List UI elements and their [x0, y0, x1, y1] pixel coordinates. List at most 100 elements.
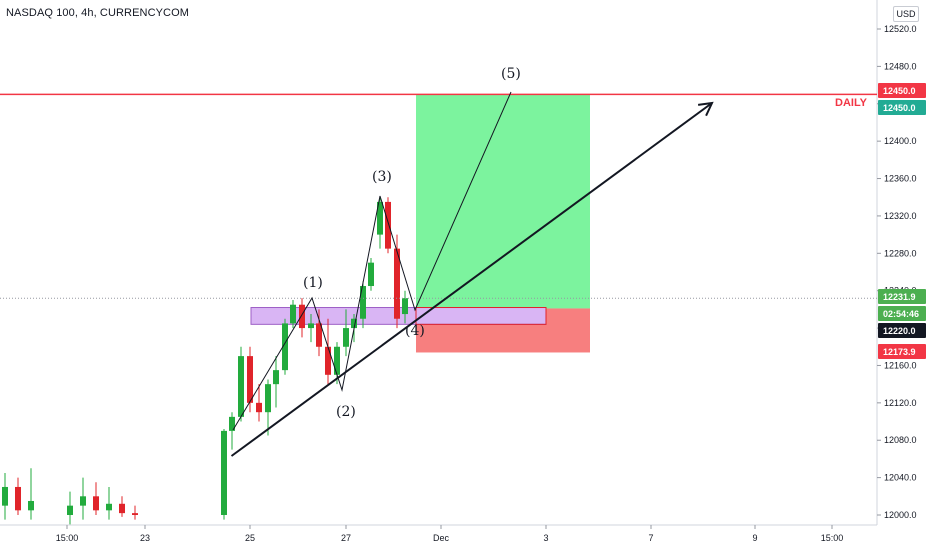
candle	[80, 477, 86, 520]
candle-body	[385, 201, 391, 249]
candle-body	[265, 384, 271, 413]
candle-body	[308, 323, 314, 329]
candle-body	[221, 430, 227, 515]
candle	[238, 346, 244, 422]
candle	[290, 300, 296, 329]
price-tick-label: 12040.0	[884, 473, 917, 483]
candle	[265, 379, 271, 436]
wave-label-5: (5)	[501, 66, 521, 82]
candle	[28, 468, 34, 520]
price-tag-label: 12173.9	[883, 347, 916, 357]
wave-label-3: (3)	[372, 169, 392, 185]
time-tick-label: 25	[245, 533, 255, 543]
candle-body	[299, 304, 305, 329]
price-tag-bg	[878, 344, 926, 359]
price-tick-label: 12160.0	[884, 360, 917, 370]
candle	[221, 429, 227, 520]
candle	[106, 486, 112, 520]
wave-label-1: (1)	[303, 275, 323, 291]
price-tags: 12450.0 12450.0 12231.9 02:54:46 12220.0 1217…	[878, 83, 926, 359]
candle	[343, 309, 349, 357]
price-tag-label: 12450.0	[883, 103, 916, 113]
daily-label: DAILY	[835, 97, 868, 109]
candle-body	[402, 298, 408, 315]
candle	[229, 412, 235, 450]
price-tick-label: 12120.0	[884, 398, 917, 408]
trendline-arrowhead	[697, 101, 714, 117]
price-tick-label: 12000.0	[884, 510, 917, 520]
candle-body	[273, 370, 279, 385]
symbol-title[interactable]: NASDAQ 100, 4h, CURRENCYCOM	[6, 7, 190, 19]
price-tag: 12220.0	[878, 323, 926, 338]
candle-body	[325, 346, 331, 375]
candle-body	[316, 323, 322, 347]
candle-body	[377, 201, 383, 235]
price-tick-label: 12480.0	[884, 61, 917, 71]
candle-body	[106, 503, 112, 511]
candle	[119, 496, 125, 517]
price-tag-bg	[878, 306, 926, 321]
price-axis-bg[interactable]	[877, 0, 932, 550]
time-tick-label: 23	[140, 533, 150, 543]
time-tick-label: 7	[648, 533, 653, 543]
time-axis[interactable]: 15:00 23 25 27 Dec 3 7 9 15:00	[0, 524, 932, 550]
currency-selector[interactable]: USD	[893, 6, 919, 22]
candle-body	[132, 513, 138, 515]
price-tag-bg	[878, 323, 926, 338]
price-tick-label: 12400.0	[884, 136, 917, 146]
candle	[308, 314, 314, 343]
time-tick-label: 27	[341, 533, 351, 543]
candle-body	[2, 486, 8, 506]
price-tick-label: 12280.0	[884, 248, 917, 258]
price-tag-bg	[878, 289, 926, 304]
price-tag: 12450.0	[878, 83, 926, 98]
stop-zone-outline	[415, 307, 547, 325]
candle	[402, 290, 408, 324]
candle	[334, 342, 340, 385]
price-tick-label: 12360.0	[884, 174, 917, 184]
candle-body	[282, 323, 288, 371]
price-tag-label: 12220.0	[883, 326, 916, 336]
candle	[299, 298, 305, 338]
time-tick-label: 15:00	[821, 533, 844, 543]
price-tick-label: 12520.0	[884, 24, 917, 34]
candle	[394, 234, 400, 329]
candle	[15, 477, 21, 515]
candle-body	[256, 402, 262, 413]
candle-body	[247, 356, 253, 403]
wave-label-2: (2)	[336, 404, 356, 420]
candle	[316, 309, 322, 357]
candle	[325, 318, 331, 385]
candle	[385, 197, 391, 254]
price-tag-bg	[878, 83, 926, 98]
price-tag-bg	[878, 100, 926, 115]
candle-body	[334, 346, 340, 375]
price-tag: 12173.9	[878, 344, 926, 359]
time-tick-label: 15:00	[56, 533, 79, 543]
wave-label-4: (4)	[405, 323, 425, 339]
candle-body	[360, 286, 366, 319]
candle-body	[80, 496, 86, 506]
price-axis[interactable]: 12520.012480.012440.012400.012360.012320…	[876, 0, 932, 550]
trendline-arrow-line[interactable]	[230, 102, 713, 457]
wave-path	[232, 91, 512, 431]
candle	[282, 318, 288, 375]
price-tag-label: 12450.0	[883, 86, 916, 96]
time-tick-label: 9	[752, 533, 757, 543]
candle-body	[93, 496, 99, 511]
price-tag-label: 02:54:46	[883, 309, 919, 319]
candle	[360, 281, 366, 329]
price-tag: 12450.0	[878, 100, 926, 115]
time-axis-bg[interactable]	[0, 525, 932, 550]
candle-body	[229, 416, 235, 431]
candle	[93, 482, 99, 515]
candle	[377, 197, 383, 249]
candle-body	[15, 486, 21, 511]
price-tick-label: 12080.0	[884, 435, 917, 445]
price-tick-label: 12320.0	[884, 211, 917, 221]
candles	[2, 197, 408, 525]
candle	[132, 505, 138, 520]
candle-body	[290, 304, 296, 324]
candle	[256, 384, 262, 422]
